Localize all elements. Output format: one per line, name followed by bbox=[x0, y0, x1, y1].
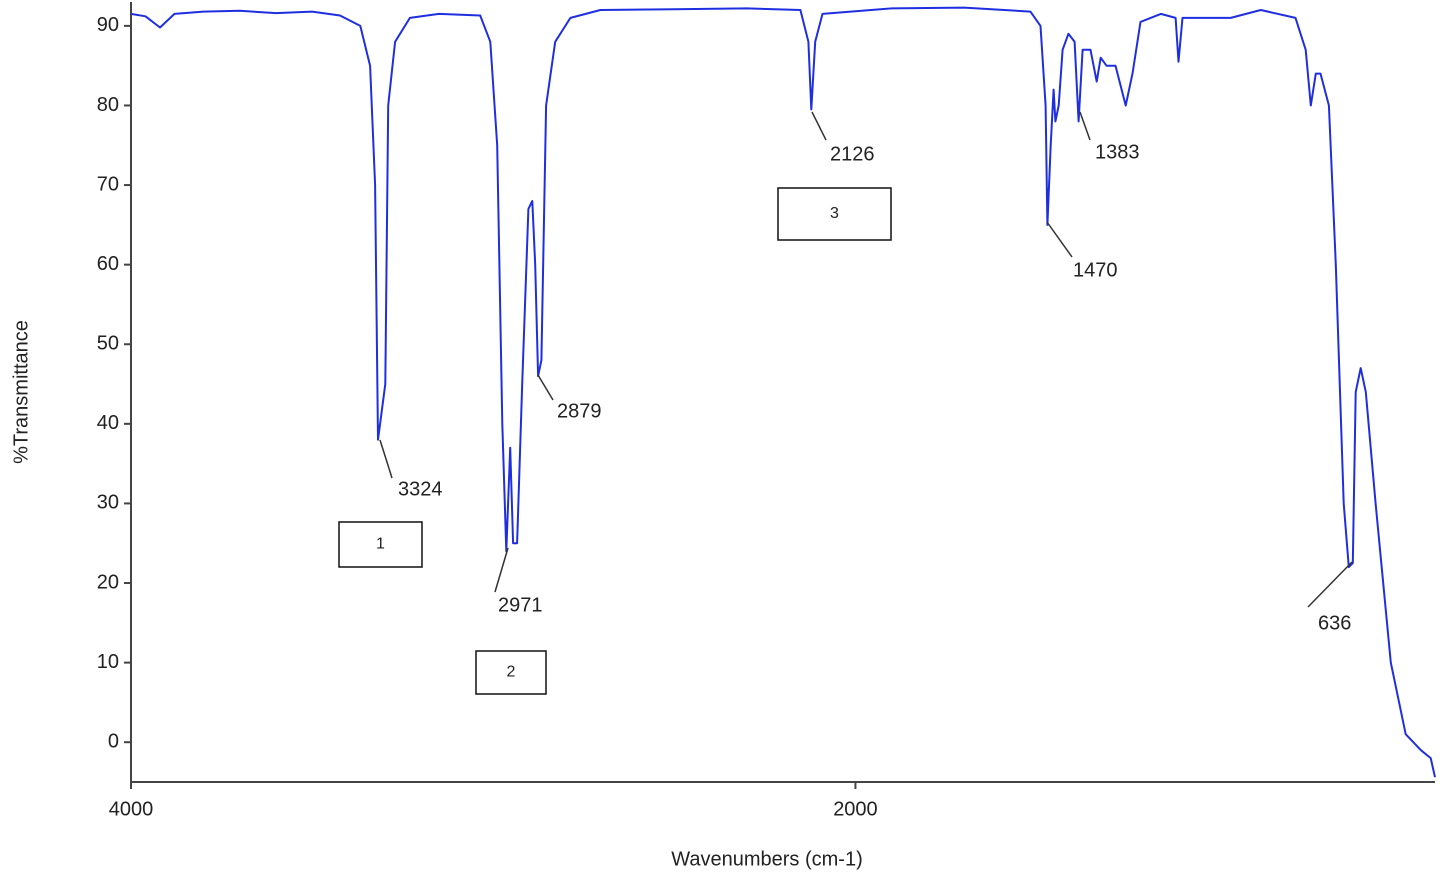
peak-label: 636 bbox=[1318, 612, 1351, 634]
box-label: 2 bbox=[507, 664, 516, 681]
peak-label: 1383 bbox=[1095, 141, 1140, 163]
x-tick-label: 4000 bbox=[109, 798, 154, 820]
leader-line bbox=[1046, 221, 1073, 258]
y-tick-label: 20 bbox=[97, 571, 119, 593]
y-tick-label: 30 bbox=[97, 492, 119, 514]
box-label: 1 bbox=[376, 536, 385, 553]
label-box bbox=[475, 650, 547, 695]
x-tick-label: 2000 bbox=[833, 798, 878, 820]
leader-line bbox=[379, 439, 393, 479]
spectrum-line bbox=[130, 6, 1436, 778]
label-box bbox=[338, 521, 423, 568]
peak-label: 2879 bbox=[557, 400, 602, 422]
y-tick-label: 40 bbox=[97, 412, 119, 434]
y-tick-label: 90 bbox=[97, 14, 119, 36]
peak-label: 2126 bbox=[830, 143, 875, 165]
y-tick-label: 0 bbox=[108, 730, 119, 752]
y-tick-label: 60 bbox=[97, 253, 119, 275]
y-tick-label: 10 bbox=[97, 651, 119, 673]
leader-line bbox=[537, 374, 554, 401]
leader-line bbox=[494, 547, 509, 593]
x-axis-title: Wavenumbers (cm-1) bbox=[671, 848, 863, 870]
peak-label: 2971 bbox=[498, 594, 543, 616]
y-tick-label: 80 bbox=[97, 94, 119, 116]
y-tick-label: 70 bbox=[97, 173, 119, 195]
peak-label: 3324 bbox=[398, 478, 443, 500]
y-axis-title: %Transmittance bbox=[10, 320, 32, 464]
y-tick-label: 50 bbox=[97, 333, 119, 355]
leader-line bbox=[1079, 111, 1091, 141]
leader-line bbox=[811, 111, 827, 141]
leader-line bbox=[1307, 561, 1353, 608]
peak-label: 1470 bbox=[1073, 259, 1118, 281]
label-box bbox=[777, 187, 892, 241]
box-label: 3 bbox=[830, 205, 839, 222]
